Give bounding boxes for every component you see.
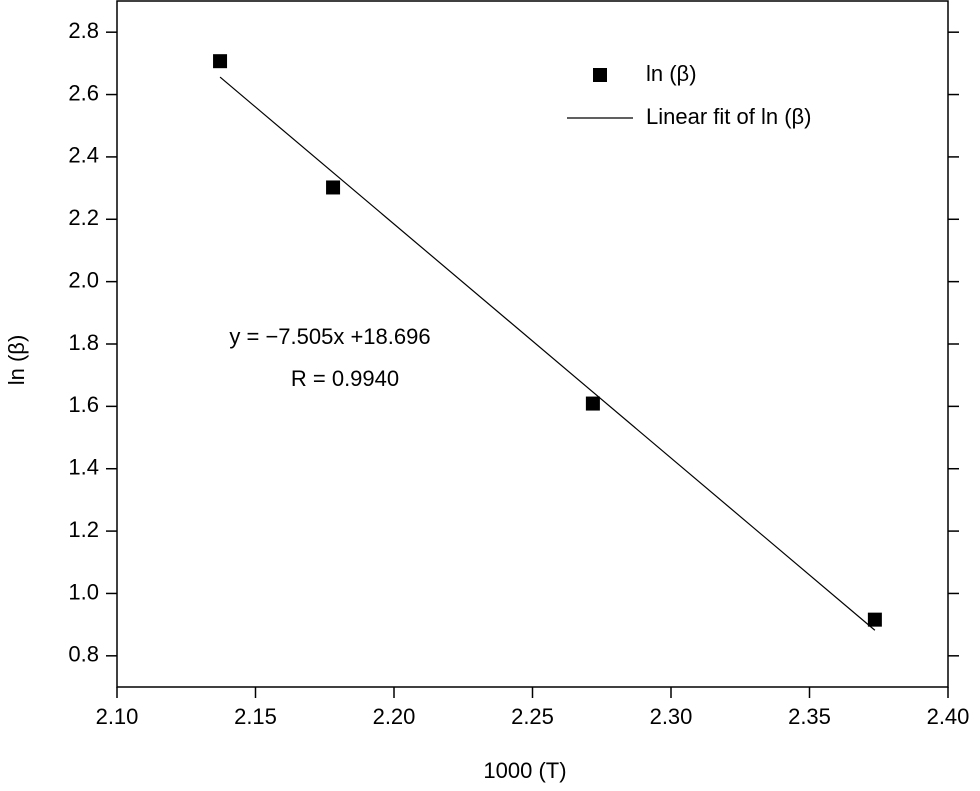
legend-label: ln (β) (646, 61, 697, 86)
data-point (585, 396, 600, 411)
y-tick-label: 2.2 (68, 205, 99, 230)
y-tick-label: 1.2 (68, 517, 99, 542)
x-tick-label: 2.15 (234, 704, 277, 729)
x-tick-label: 2.25 (511, 704, 554, 729)
y-tick-label: 1.4 (68, 455, 99, 480)
x-tick-label: 2.20 (373, 704, 416, 729)
x-tick-label: 2.30 (650, 704, 693, 729)
y-tick-label: 1.8 (68, 330, 99, 355)
fit-r-value: R = 0.9940 (291, 366, 399, 391)
data-point (213, 54, 228, 69)
data-point (867, 612, 882, 627)
y-tick-label: 2.4 (68, 143, 99, 168)
x-tick-label: 2.40 (927, 704, 970, 729)
y-tick-label: 1.0 (68, 579, 99, 604)
fit-line (219, 76, 876, 631)
legend-marker (593, 68, 607, 82)
y-tick-label: 2.6 (68, 80, 99, 105)
y-tick-label: 2.8 (68, 18, 99, 43)
x-tick-label: 2.35 (788, 704, 831, 729)
y-tick-label: 0.8 (68, 642, 99, 667)
y-tick-label: 1.6 (68, 392, 99, 417)
y-tick-label: 2.0 (68, 267, 99, 292)
x-tick-label: 2.10 (96, 704, 139, 729)
y-axis-label: ln (β) (4, 335, 29, 386)
fit-equation: y = −7.505x +18.696 (229, 324, 430, 349)
legend-label: Linear fit of ln (β) (646, 104, 812, 129)
x-axis-label: 1000 (T) (483, 758, 566, 783)
data-point (326, 180, 341, 195)
